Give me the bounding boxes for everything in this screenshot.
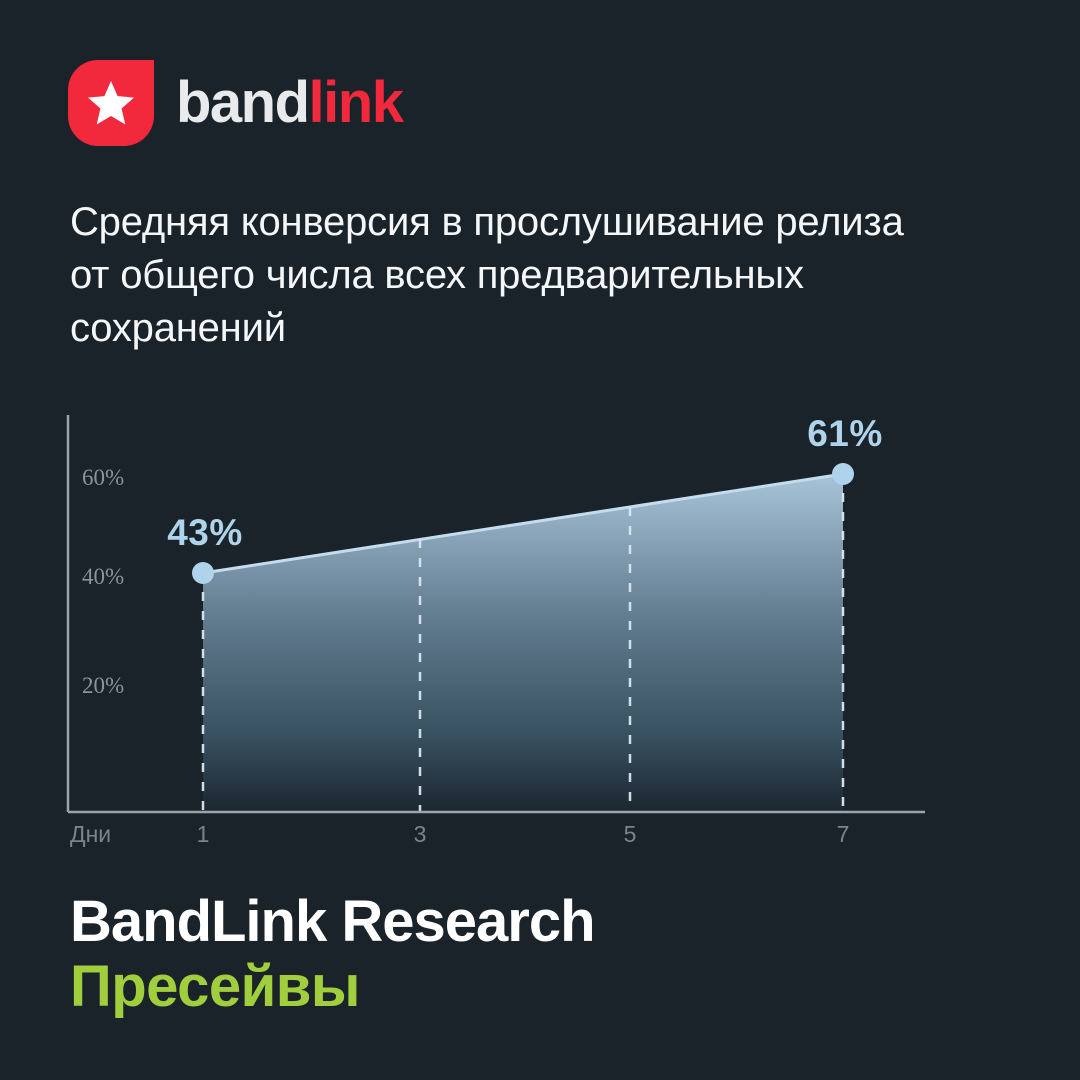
- chart-svg: 60% 40% 20% Дни 1 3 5 7 43% 61%: [66, 413, 925, 847]
- area-fill: [203, 474, 843, 812]
- x-tick-label-3: 3: [414, 821, 427, 847]
- x-axis-title: Дни: [70, 821, 111, 847]
- data-point-day-7[interactable]: [832, 463, 854, 485]
- logo-wordmark: bandlink: [176, 74, 404, 132]
- logo-word-link: link: [308, 70, 404, 135]
- y-tick-label-60: 60%: [82, 465, 124, 490]
- footer-subtitle: Пресейвы: [70, 953, 360, 1019]
- brand-logo[interactable]: bandlink: [68, 60, 404, 146]
- data-point-day-1[interactable]: [192, 562, 214, 584]
- trend-line: [202, 472, 844, 575]
- x-tick-label-5: 5: [624, 821, 637, 847]
- x-tick-label-7: 7: [837, 821, 850, 847]
- logo-word-band: band: [176, 70, 310, 135]
- y-tick-label-40: 40%: [82, 564, 124, 589]
- data-label-day-7: 61%: [807, 413, 883, 454]
- conversion-area-chart: 60% 40% 20% Дни 1 3 5 7 43% 61%: [0, 390, 1080, 870]
- data-label-day-1: 43%: [167, 512, 243, 553]
- footer-title: BandLink Research: [70, 889, 596, 954]
- star-icon: [88, 81, 134, 125]
- x-tick-label-1: 1: [197, 821, 210, 847]
- logo-mark: [68, 60, 154, 146]
- footer-block: BandLink Research Пресейвы: [70, 889, 596, 1020]
- y-tick-label-20: 20%: [82, 673, 124, 698]
- page-title: Средняя конверсия в прослушивание релиза…: [70, 200, 904, 351]
